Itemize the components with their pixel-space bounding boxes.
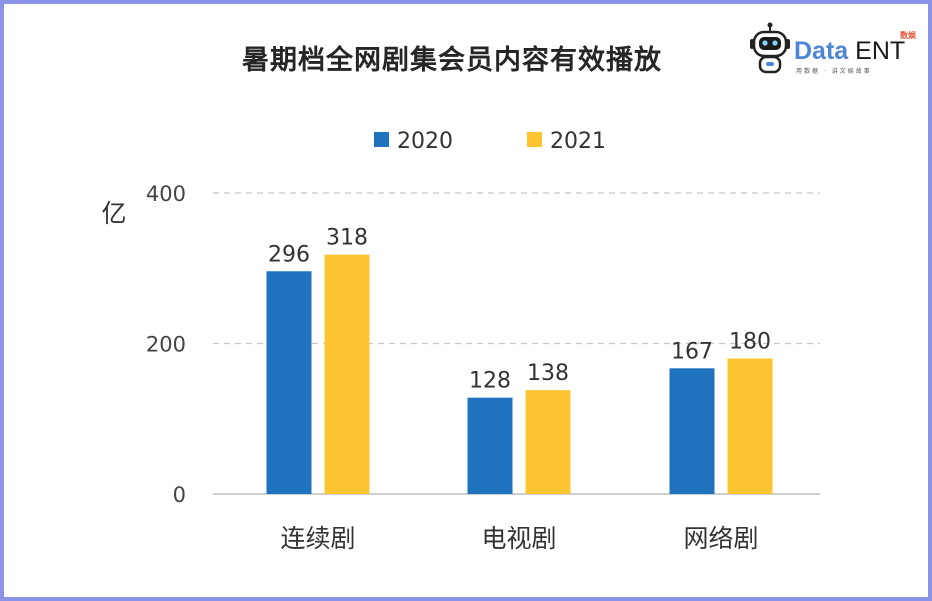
legend-label: 2020 [397,129,453,154]
y-axis-label: 亿 [101,199,126,228]
legend-swatch-2020 [374,132,389,147]
bar-2021 [727,358,773,494]
logo-slogan: 用数据 · 讲文娱故事 [796,68,872,75]
data-ent-logo: Data ENT 数娱 用数据 · 讲文娱故事 [748,22,928,78]
data-label: 138 [527,361,569,386]
data-label: 180 [729,330,771,355]
data-label: 318 [326,226,368,251]
legend-swatch-2021 [527,132,542,147]
chart-title: 暑期档全网剧集会员内容有效播放 [242,45,662,76]
bar-2020 [669,368,715,494]
logo-data-text: Data [794,37,849,65]
logo-ent-text: ENT [855,37,906,65]
y-tick-label: 400 [146,182,186,206]
x-category-label: 连续剧 [280,524,355,553]
y-tick-label: 200 [146,333,186,357]
logo-cn-text: 数娱 [900,31,916,40]
bar-2020 [467,397,513,494]
data-label: 296 [268,242,310,267]
robot-mascot-icon [750,22,790,74]
logo-wordmark: Data ENT [794,37,905,66]
x-category-label: 网络剧 [683,524,758,553]
data-label: 128 [469,369,511,394]
data-label: 167 [671,339,713,364]
bar-2021 [525,390,571,494]
x-category-label: 电视剧 [481,524,556,553]
y-tick-label: 0 [173,483,186,507]
bar-2021 [324,254,370,494]
legend-label: 2021 [550,129,606,154]
bar-2020 [266,271,312,494]
